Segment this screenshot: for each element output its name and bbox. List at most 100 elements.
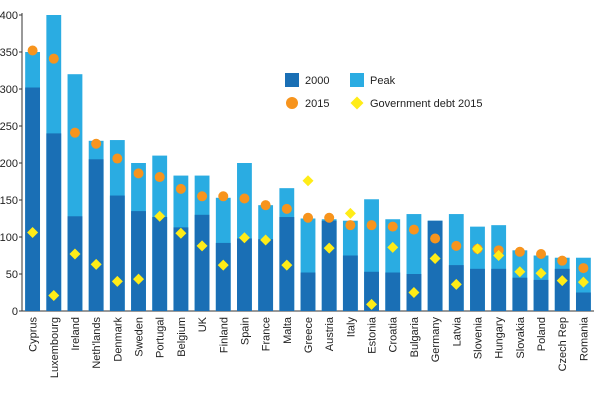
x-labels: Cyprus Luxembourg Ireland Neth'lands Denmark… xyxy=(28,316,591,378)
point-government-debt-2015 xyxy=(471,243,483,255)
x-tick-label: Malta xyxy=(282,316,294,344)
point-2015 xyxy=(578,263,589,274)
point-government-debt-2015 xyxy=(27,227,39,239)
bar-2000 xyxy=(554,268,570,311)
bar-2000 xyxy=(491,268,507,311)
legend-swatch xyxy=(350,96,364,110)
y-tick-label: 0 xyxy=(12,306,18,318)
y-tick-label: 200 xyxy=(0,158,18,170)
bar-2000 xyxy=(152,217,168,311)
x-tick-label: Luxembourg xyxy=(49,317,61,378)
bar-2000 xyxy=(342,255,358,311)
point-2015 xyxy=(218,191,229,202)
point-2015 xyxy=(112,153,123,164)
point-government-debt-2015 xyxy=(408,287,420,298)
point-government-debt-2015 xyxy=(281,259,293,271)
point-government-debt-2015 xyxy=(133,273,145,285)
markers xyxy=(27,45,589,310)
bar-2000 xyxy=(215,242,231,311)
point-2015 xyxy=(154,172,165,183)
bar-2000 xyxy=(131,211,146,311)
x-tick-label: Czech Rep xyxy=(557,317,569,371)
y-tick-label: 150 xyxy=(0,195,18,207)
point-government-debt-2015 xyxy=(366,298,378,310)
point-2015 xyxy=(197,191,208,202)
x-tick-label: Italy xyxy=(345,317,357,338)
point-government-debt-2015 xyxy=(387,241,399,253)
y-tick-label: 50 xyxy=(6,269,18,281)
x-tick-label: Sweden xyxy=(134,317,146,357)
point-government-debt-2015 xyxy=(493,250,505,261)
x-tick-label: Spain xyxy=(239,317,251,345)
bar-2000 xyxy=(385,272,401,311)
y-tick-label: 300 xyxy=(0,84,18,96)
x-tick-label: Austria xyxy=(324,316,336,351)
x-tick-label: Slovenia xyxy=(472,316,484,359)
point-2015 xyxy=(281,203,292,214)
point-2015 xyxy=(408,224,419,235)
point-2015 xyxy=(345,220,356,231)
point-2015 xyxy=(303,212,313,223)
bar-2000 xyxy=(109,195,125,311)
point-2015 xyxy=(27,45,38,56)
x-tick-label: Portugal xyxy=(155,317,167,358)
point-government-debt-2015 xyxy=(556,275,568,287)
point-2015 xyxy=(514,246,525,257)
bar-2000 xyxy=(512,277,528,311)
x-tick-label: Croatia xyxy=(388,316,400,352)
bar-2000 xyxy=(67,216,83,311)
x-tick-label: Greece xyxy=(303,317,315,353)
point-government-debt-2015 xyxy=(323,242,335,254)
point-2015 xyxy=(324,212,335,223)
bar-2000 xyxy=(300,272,316,311)
point-2015 xyxy=(557,255,568,266)
point-government-debt-2015 xyxy=(238,232,250,244)
bar-2000 xyxy=(533,279,549,311)
bars xyxy=(25,15,591,312)
x-tick-label: Hungary xyxy=(494,317,506,359)
bar-2000 xyxy=(173,227,189,311)
point-2015 xyxy=(260,200,271,211)
x-tick-label: Germany xyxy=(430,317,442,363)
point-government-debt-2015 xyxy=(111,275,123,287)
legend-swatch xyxy=(350,73,364,87)
point-government-debt-2015 xyxy=(535,267,547,279)
x-tick-label: France xyxy=(261,317,273,351)
point-2015 xyxy=(536,249,547,260)
point-government-debt-2015 xyxy=(344,207,356,219)
x-tick-label: Estonia xyxy=(367,316,379,354)
legend-swatch xyxy=(285,73,299,87)
bar-2000 xyxy=(575,292,591,311)
legend: 2000 Peak 2015 Government debt 2015 xyxy=(285,73,483,110)
point-government-debt-2015 xyxy=(450,278,462,290)
legend-label: 2015 xyxy=(305,98,329,110)
point-2015 xyxy=(91,138,102,149)
x-tick-label: Neth'lands xyxy=(91,317,103,369)
point-2015 xyxy=(430,233,441,244)
x-tick-label: Slovakia xyxy=(515,316,527,358)
point-government-debt-2015 xyxy=(302,175,314,187)
bar-2000 xyxy=(194,214,210,311)
bar-2000 xyxy=(258,239,274,311)
point-2015 xyxy=(133,168,144,179)
y-tick-label: 400 xyxy=(0,10,18,22)
point-2015 xyxy=(387,221,398,232)
y-tick-label: 250 xyxy=(0,121,18,133)
y-tick-label: 100 xyxy=(0,232,18,244)
point-government-debt-2015 xyxy=(69,248,81,260)
bar-2000 xyxy=(237,238,252,311)
point-government-debt-2015 xyxy=(196,240,208,252)
bar-2000 xyxy=(46,133,62,311)
legend-label: Peak xyxy=(370,75,396,87)
x-tick-label: Ireland xyxy=(70,317,82,351)
x-tick-label: Poland xyxy=(536,317,548,351)
legend-label: 2000 xyxy=(305,75,329,87)
point-2015 xyxy=(239,193,250,204)
x-tick-label: Finland xyxy=(218,317,230,353)
x-tick-label: Romania xyxy=(578,316,590,361)
bar-2000 xyxy=(364,271,379,311)
x-tick-label: UK xyxy=(197,316,209,332)
point-2015 xyxy=(48,53,59,64)
point-2015 xyxy=(69,127,80,138)
x-tick-label: Cyprus xyxy=(28,317,40,352)
